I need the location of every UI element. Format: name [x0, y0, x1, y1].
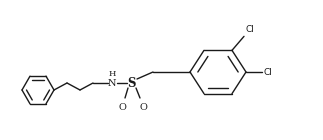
Text: N: N: [108, 79, 116, 88]
Text: O: O: [118, 103, 126, 113]
Text: O: O: [139, 103, 147, 113]
Text: S: S: [128, 76, 136, 89]
Text: Cl: Cl: [263, 67, 272, 76]
Text: H: H: [108, 70, 116, 78]
Text: Cl: Cl: [245, 25, 254, 34]
